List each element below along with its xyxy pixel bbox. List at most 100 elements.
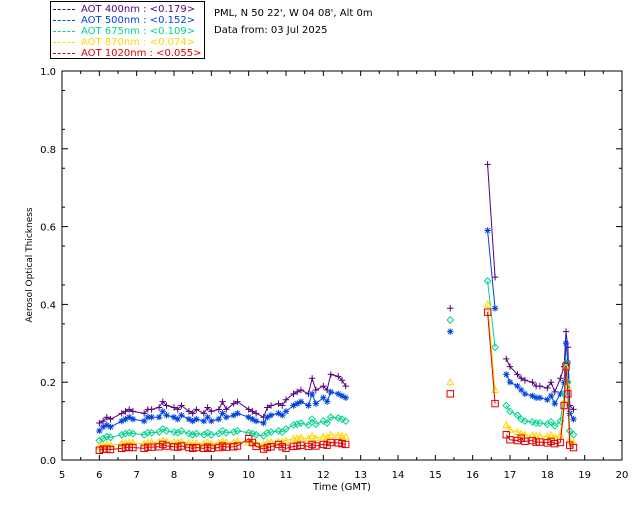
data-point-asterisk bbox=[294, 400, 301, 407]
data-point-asterisk bbox=[521, 390, 529, 398]
data-point-triangle bbox=[296, 433, 305, 441]
data-point-plus bbox=[122, 408, 129, 415]
data-point-plus bbox=[140, 410, 148, 417]
data-point-plus bbox=[294, 388, 301, 396]
data-point-diamond bbox=[293, 420, 302, 429]
data-point-square bbox=[278, 443, 286, 451]
data-point-asterisk bbox=[223, 414, 230, 421]
data-point-square bbox=[192, 443, 201, 452]
data-point-asterisk bbox=[562, 340, 570, 347]
data-point-triangle bbox=[207, 439, 216, 447]
data-point-square bbox=[230, 443, 238, 451]
data-point-square bbox=[528, 436, 537, 445]
data-point-square bbox=[177, 442, 186, 450]
data-point-asterisk bbox=[282, 408, 290, 415]
data-point-diamond bbox=[222, 428, 231, 437]
data-point-triangle bbox=[233, 437, 242, 445]
data-point-plus bbox=[148, 406, 155, 413]
data-point-square bbox=[144, 443, 152, 451]
data-point-asterisk bbox=[185, 415, 193, 423]
data-point-asterisk bbox=[312, 400, 320, 407]
data-point-asterisk bbox=[275, 410, 282, 417]
data-point-plus bbox=[103, 414, 110, 421]
data-point-asterisk bbox=[159, 408, 166, 415]
data-point-diamond bbox=[446, 316, 455, 324]
data-point-square bbox=[222, 443, 230, 451]
data-point-diamond bbox=[218, 426, 227, 435]
data-point-diamond bbox=[140, 430, 149, 439]
data-point-asterisk bbox=[297, 398, 305, 405]
data-point-plus bbox=[529, 379, 536, 386]
data-point-square bbox=[312, 442, 320, 450]
data-point-triangle bbox=[158, 436, 167, 444]
data-point-asterisk bbox=[230, 412, 237, 419]
data-point-asterisk bbox=[305, 402, 312, 409]
data-point-plus bbox=[264, 404, 271, 411]
data-point-diamond bbox=[192, 429, 201, 438]
x-tick-label: 18 bbox=[541, 470, 554, 481]
data-point-plus bbox=[230, 400, 237, 407]
data-point-diamond bbox=[207, 430, 216, 439]
data-point-asterisk bbox=[249, 415, 256, 423]
data-point-plus bbox=[290, 390, 297, 398]
data-point-plus bbox=[275, 400, 282, 407]
data-point-plus bbox=[521, 377, 529, 384]
data-point-square bbox=[188, 444, 197, 453]
legend: AOT 400nm : <0.179> AOT 500nm : <0.152> … bbox=[50, 1, 205, 59]
data-point-asterisk bbox=[148, 414, 155, 421]
y-tick-label: 1.0 bbox=[40, 67, 56, 78]
data-point-square bbox=[547, 437, 555, 446]
data-point-square bbox=[162, 442, 171, 450]
data-point-asterisk bbox=[566, 410, 573, 417]
data-point-plus bbox=[503, 355, 510, 363]
data-point-square bbox=[483, 308, 492, 316]
data-point-asterisk bbox=[234, 410, 241, 417]
series-line bbox=[99, 437, 346, 451]
data-point-plus bbox=[491, 273, 499, 281]
legend-item-500nm: AOT 500nm : <0.152> bbox=[53, 15, 203, 26]
data-point-triangle bbox=[517, 429, 526, 437]
data-point-diamond bbox=[319, 417, 328, 426]
x-tick-label: 10 bbox=[242, 470, 255, 481]
data-point-diamond bbox=[483, 277, 492, 285]
x-tick-label: 16 bbox=[466, 470, 479, 481]
data-point-square bbox=[304, 442, 313, 451]
series-layer bbox=[95, 161, 578, 454]
data-point-asterisk bbox=[103, 421, 110, 429]
x-tick-label: 7 bbox=[133, 470, 139, 481]
x-tick-label: 15 bbox=[429, 470, 442, 481]
x-tick-label: 19 bbox=[578, 470, 591, 481]
data-point-triangle bbox=[326, 430, 335, 438]
data-point-square bbox=[513, 436, 522, 445]
data-point-diamond bbox=[311, 420, 320, 429]
data-point-diamond bbox=[517, 415, 526, 424]
data-point-square bbox=[263, 443, 272, 452]
data-point-plus bbox=[282, 396, 290, 403]
data-point-asterisk bbox=[342, 394, 349, 401]
data-point-plus bbox=[252, 410, 260, 417]
data-point-plus bbox=[170, 404, 178, 411]
data-point-diamond bbox=[304, 421, 313, 429]
data-point-plus bbox=[215, 406, 222, 413]
data-point-plus bbox=[312, 386, 320, 394]
data-point-plus bbox=[185, 408, 193, 415]
data-point-asterisk bbox=[532, 394, 540, 401]
data-point-asterisk bbox=[267, 412, 275, 419]
y-tick-label: 0.6 bbox=[40, 223, 56, 234]
data-point-asterisk bbox=[219, 410, 226, 417]
plot-frame bbox=[61, 70, 623, 461]
data-point-square bbox=[566, 441, 574, 449]
data-point-asterisk bbox=[126, 414, 133, 421]
x-tick-label: 14 bbox=[392, 470, 405, 481]
data-point-plus bbox=[320, 382, 327, 390]
series-line bbox=[487, 312, 496, 404]
data-point-diamond bbox=[199, 430, 208, 439]
x-tick-label: 13 bbox=[354, 470, 367, 481]
data-point-asterisk bbox=[264, 414, 271, 421]
data-point-square bbox=[267, 443, 275, 451]
series-line bbox=[487, 281, 496, 348]
data-point-plus bbox=[338, 377, 346, 384]
data-point-triangle bbox=[128, 438, 137, 446]
series-0 bbox=[96, 161, 577, 427]
